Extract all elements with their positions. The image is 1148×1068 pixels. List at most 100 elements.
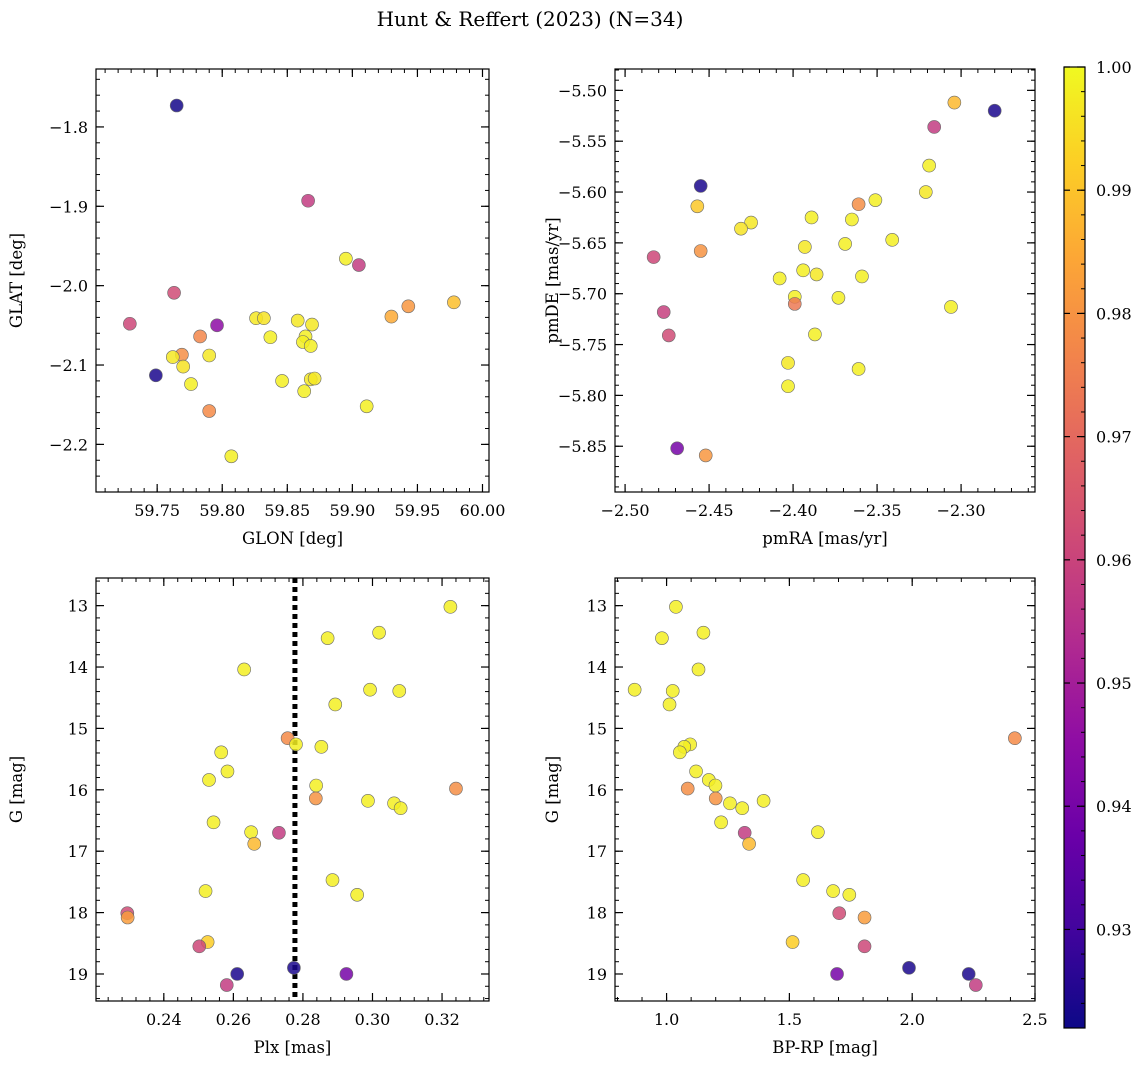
data-point [742,837,756,851]
y-tick-label: 14 [587,658,607,677]
data-point [665,684,680,698]
data-point [696,625,711,640]
data-point [723,796,737,811]
y-tick-label: −5.85 [558,437,607,456]
x-tick-label: 59.85 [264,501,310,520]
data-point [206,815,221,830]
data-point [947,95,962,110]
x-axis-label: GLON [deg] [242,529,343,548]
panel-plx-g: 0.24 0.26 0.28 0.30 0.32 13 14 15 16 17 18 19 Plx [m… [7,577,490,1057]
data-point [830,967,844,981]
x-tick-label: 59.75 [134,501,180,520]
data-point [363,682,377,697]
data-point [257,311,271,325]
data-point [309,778,323,793]
data-point [809,267,824,282]
data-point [811,825,825,839]
data-point [673,745,687,760]
colorbar-gradient [1063,66,1086,1029]
data-point [247,837,262,851]
data-point [325,873,340,887]
data-point [237,662,251,677]
x-tick-label: −2.30 [937,501,986,520]
data-point [961,967,976,981]
data-point [735,801,750,816]
data-point [851,197,866,212]
data-point [314,740,329,754]
data-point [192,939,207,954]
data-point [350,887,364,902]
data-point [855,269,869,284]
data-point [808,327,822,342]
data-point [339,251,353,266]
x-tick-label: 1.0 [654,1010,679,1029]
panel-pmra-pmde: −2.50 −2.45 −2.40 −2.35 −2.30 −5.50 −5.55 −5.60… [543,68,1036,548]
colorbar-tick-label: 0.94 [1096,797,1132,816]
data-point [123,316,137,331]
data-point [698,448,713,463]
x-tick-label: −2.40 [769,501,818,520]
data-point [202,773,216,787]
x-tick-label: 2.0 [899,1010,924,1029]
scatter-points [627,600,1022,992]
data-point [167,286,181,300]
data-point [714,815,728,830]
scatter-points [120,600,463,992]
x-tick-label: 0.24 [146,1010,182,1029]
data-point [320,631,335,645]
y-tick-label: 16 [68,781,88,800]
x-tick-label: −2.45 [685,501,734,520]
data-point [708,778,723,793]
data-point [176,359,190,374]
data-point [220,764,235,779]
y-tick-label: 18 [68,904,88,923]
data-point [447,295,461,310]
colorbar-tick-label: 0.97 [1096,428,1132,447]
data-point [756,794,771,808]
data-point [328,697,343,712]
data-point [885,233,900,247]
y-axis-label: pmDE [mas/yr] [543,217,562,343]
data-point [787,297,802,311]
x-tick-label: 0.26 [216,1010,252,1029]
y-tick-label: 17 [587,842,607,861]
data-point [443,600,458,614]
data-point [290,313,305,328]
data-point [384,309,399,324]
data-point [969,978,983,992]
data-point [224,449,239,464]
data-point [845,212,859,227]
data-point [831,290,846,305]
data-point [352,258,366,272]
colorbar-tick-label: 0.96 [1096,551,1132,570]
data-point [838,237,852,251]
data-point [1008,731,1022,746]
data-point [798,240,812,254]
data-point [120,910,135,925]
colorbar-tick-label: 0.99 [1096,181,1132,200]
x-tick-label: 0.32 [424,1010,460,1029]
y-tick-label: −2.0 [49,277,88,296]
data-point [734,221,748,236]
data-point [359,399,374,414]
data-point [680,781,695,796]
data-point [449,781,463,796]
y-tick-label: 13 [68,597,88,616]
colorbar-tick-label: 0.98 [1096,304,1132,323]
data-point [263,330,278,345]
plot-frame [614,577,1036,1002]
data-point [303,339,318,353]
x-tick-label: 1.5 [777,1010,802,1029]
data-point [785,935,800,949]
data-point [275,374,289,388]
colorbar-tick-label: 1.00 [1096,58,1132,77]
y-tick-label: −5.75 [558,336,607,355]
y-tick-label: 17 [68,842,88,861]
y-tick-label: −5.60 [558,183,607,202]
x-axis-label: pmRA [mas/yr] [762,529,887,548]
data-point [230,967,245,981]
x-tick-label: −2.50 [601,501,650,520]
data-point [902,961,916,975]
x-axis-label: Plx [mas] [254,1038,332,1057]
